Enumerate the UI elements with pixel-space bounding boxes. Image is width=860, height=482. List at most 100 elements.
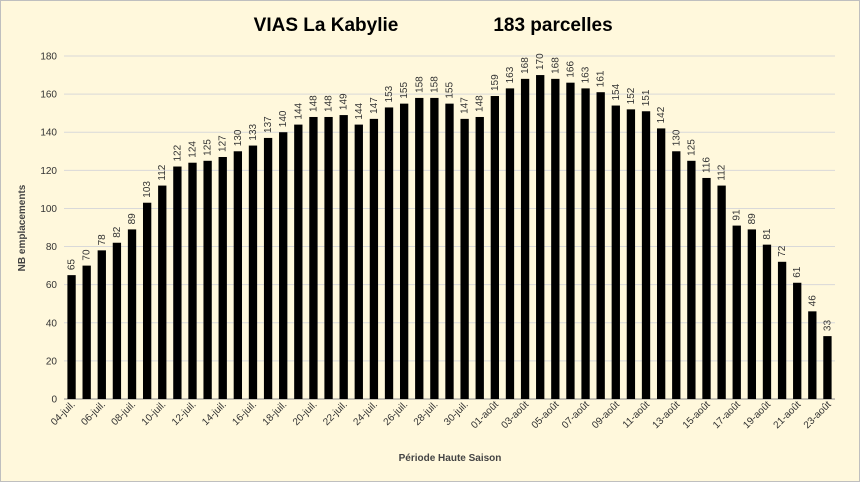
x-axis-ticks: 04-juil. 06-juil. 08-juil. 10-juil. 12-juil.… (49, 399, 834, 431)
x-tick-label: 28-juil. (412, 399, 441, 428)
data-label: 166 (565, 61, 576, 78)
y-tick-label: 60 (46, 280, 58, 291)
y-axis-ticks: 0 20 40 60 80 100 120 140 160 180 (40, 52, 57, 406)
data-label: 153 (384, 85, 395, 102)
bar (490, 96, 500, 400)
bar (641, 111, 651, 399)
bar (505, 88, 515, 400)
data-label: 89 (127, 213, 138, 225)
bar (263, 137, 273, 399)
bar (672, 151, 681, 399)
chart-title: VIAS La Kabylie (253, 15, 399, 36)
data-label: 147 (369, 97, 380, 114)
bar (777, 261, 787, 399)
data-label: 125 (686, 139, 697, 156)
bar (415, 97, 424, 399)
data-label: 148 (324, 95, 335, 112)
bar (520, 78, 530, 399)
data-label: 33 (822, 320, 833, 332)
bar (596, 92, 605, 399)
bar (248, 145, 258, 399)
x-axis-label: Période Haute Saison (399, 453, 502, 464)
bar (460, 118, 469, 399)
bar (551, 78, 560, 399)
data-label: 142 (656, 106, 667, 123)
data-label: 91 (732, 209, 743, 221)
bar (581, 88, 590, 400)
bar (233, 151, 243, 399)
data-label: 147 (460, 97, 471, 114)
bar (203, 160, 212, 399)
x-tick-label: 10-juil. (140, 399, 169, 428)
x-tick-label: 19-août (741, 399, 773, 431)
data-label: 133 (248, 123, 259, 140)
y-tick-label: 120 (40, 166, 57, 177)
bar (294, 124, 303, 399)
bar (127, 229, 137, 399)
bar (188, 162, 197, 399)
data-label: 130 (233, 129, 244, 146)
data-label: 130 (671, 129, 682, 146)
data-label: 149 (339, 93, 350, 110)
bars (67, 75, 832, 400)
bar (339, 115, 348, 400)
bar (399, 103, 409, 399)
y-tick-label: 0 (51, 395, 57, 406)
data-label: 168 (550, 57, 561, 74)
bar (793, 282, 802, 399)
bar (218, 156, 227, 399)
bar (173, 166, 182, 399)
data-label: 82 (112, 226, 123, 238)
bar (445, 103, 454, 399)
data-label: 125 (203, 139, 214, 156)
x-tick-label: 24-juil. (351, 399, 380, 428)
data-label: 127 (218, 135, 229, 152)
x-tick-label: 07-août (560, 399, 592, 431)
bar (309, 116, 318, 399)
data-label: 72 (777, 245, 788, 257)
data-label: 152 (626, 87, 637, 104)
bar (732, 225, 741, 399)
bar (279, 132, 288, 399)
bar (67, 275, 76, 399)
bar (566, 82, 575, 399)
bar (762, 244, 772, 399)
data-label: 61 (792, 266, 803, 278)
data-label: 163 (581, 66, 592, 83)
x-tick-label: 06-juil. (79, 399, 108, 428)
x-tick-label: 26-juil. (382, 399, 411, 428)
data-label: 155 (445, 82, 456, 99)
x-tick-label: 08-juil. (110, 399, 139, 428)
bar (626, 109, 636, 399)
data-label: 158 (414, 76, 425, 93)
bar (384, 107, 394, 399)
x-tick-label: 30-juil. (442, 399, 471, 428)
data-label: 112 (717, 164, 728, 180)
x-tick-label: 21-août (772, 399, 804, 431)
y-tick-label: 20 (46, 356, 58, 367)
data-label: 70 (82, 249, 93, 261)
data-label: 78 (97, 234, 108, 246)
data-label: 137 (263, 116, 274, 133)
data-label: 144 (293, 102, 304, 119)
data-label: 124 (188, 141, 199, 158)
data-label: 122 (172, 144, 183, 161)
data-label: 46 (807, 295, 818, 307)
data-label: 103 (142, 181, 153, 198)
data-label: 159 (490, 74, 501, 91)
y-tick-label: 40 (46, 318, 58, 329)
x-tick-label: 12-juil. (170, 399, 199, 428)
bar (112, 242, 122, 399)
x-tick-label: 13-août (651, 399, 683, 431)
bar (158, 185, 167, 399)
x-tick-label: 15-août (681, 399, 713, 431)
y-tick-label: 100 (40, 204, 57, 215)
data-label: 151 (641, 89, 652, 106)
bar (823, 336, 832, 399)
data-label: 89 (747, 213, 758, 225)
bar (142, 202, 152, 399)
data-label: 65 (67, 259, 78, 271)
y-axis-label: NB emplacements (17, 184, 28, 271)
